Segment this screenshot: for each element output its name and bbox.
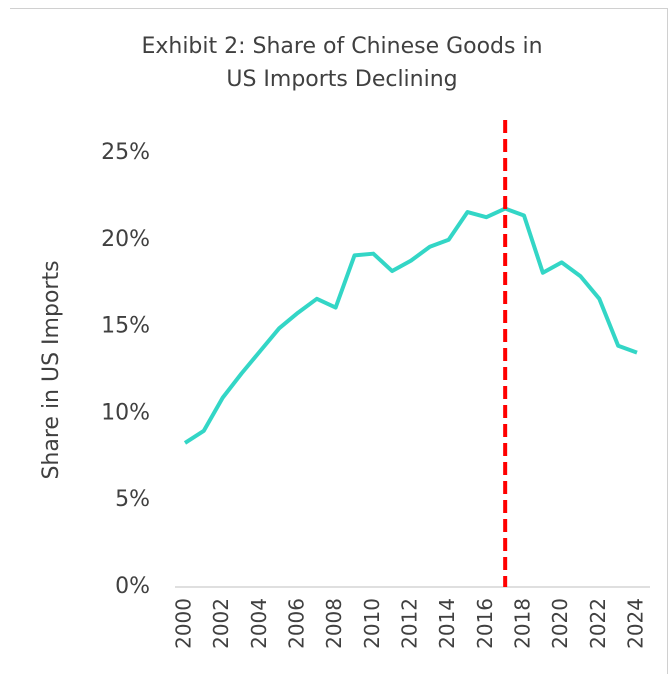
x-tick-label: 2006	[285, 598, 309, 649]
x-tick-label: 2016	[473, 598, 497, 649]
chart-title: Exhibit 2: Share of Chinese Goods in US I…	[141, 34, 542, 92]
x-tick-label: 2010	[360, 598, 384, 649]
x-tick-label: 2002	[209, 598, 233, 649]
y-tick-label: 0%	[115, 574, 150, 599]
x-tick-label: 2020	[548, 598, 572, 649]
y-tick-label: 25%	[101, 140, 150, 165]
y-tick-label: 10%	[101, 400, 150, 425]
y-tick-label: 20%	[101, 227, 150, 252]
y-tick-label: 5%	[115, 487, 150, 512]
x-tick-label: 2004	[247, 598, 271, 649]
x-tick-label: 2018	[511, 598, 535, 649]
x-tick-label: 2008	[322, 598, 346, 649]
x-tick-label: 2012	[398, 598, 422, 649]
y-axis-label: Share in US Imports	[39, 260, 64, 479]
x-tick-label: 2022	[586, 598, 610, 649]
x-tick-label: 2014	[435, 598, 459, 649]
x-tick-label: 2024	[624, 598, 648, 649]
y-tick-label: 15%	[101, 314, 150, 339]
x-tick-label: 2000	[172, 598, 196, 649]
line	[183, 206, 638, 445]
